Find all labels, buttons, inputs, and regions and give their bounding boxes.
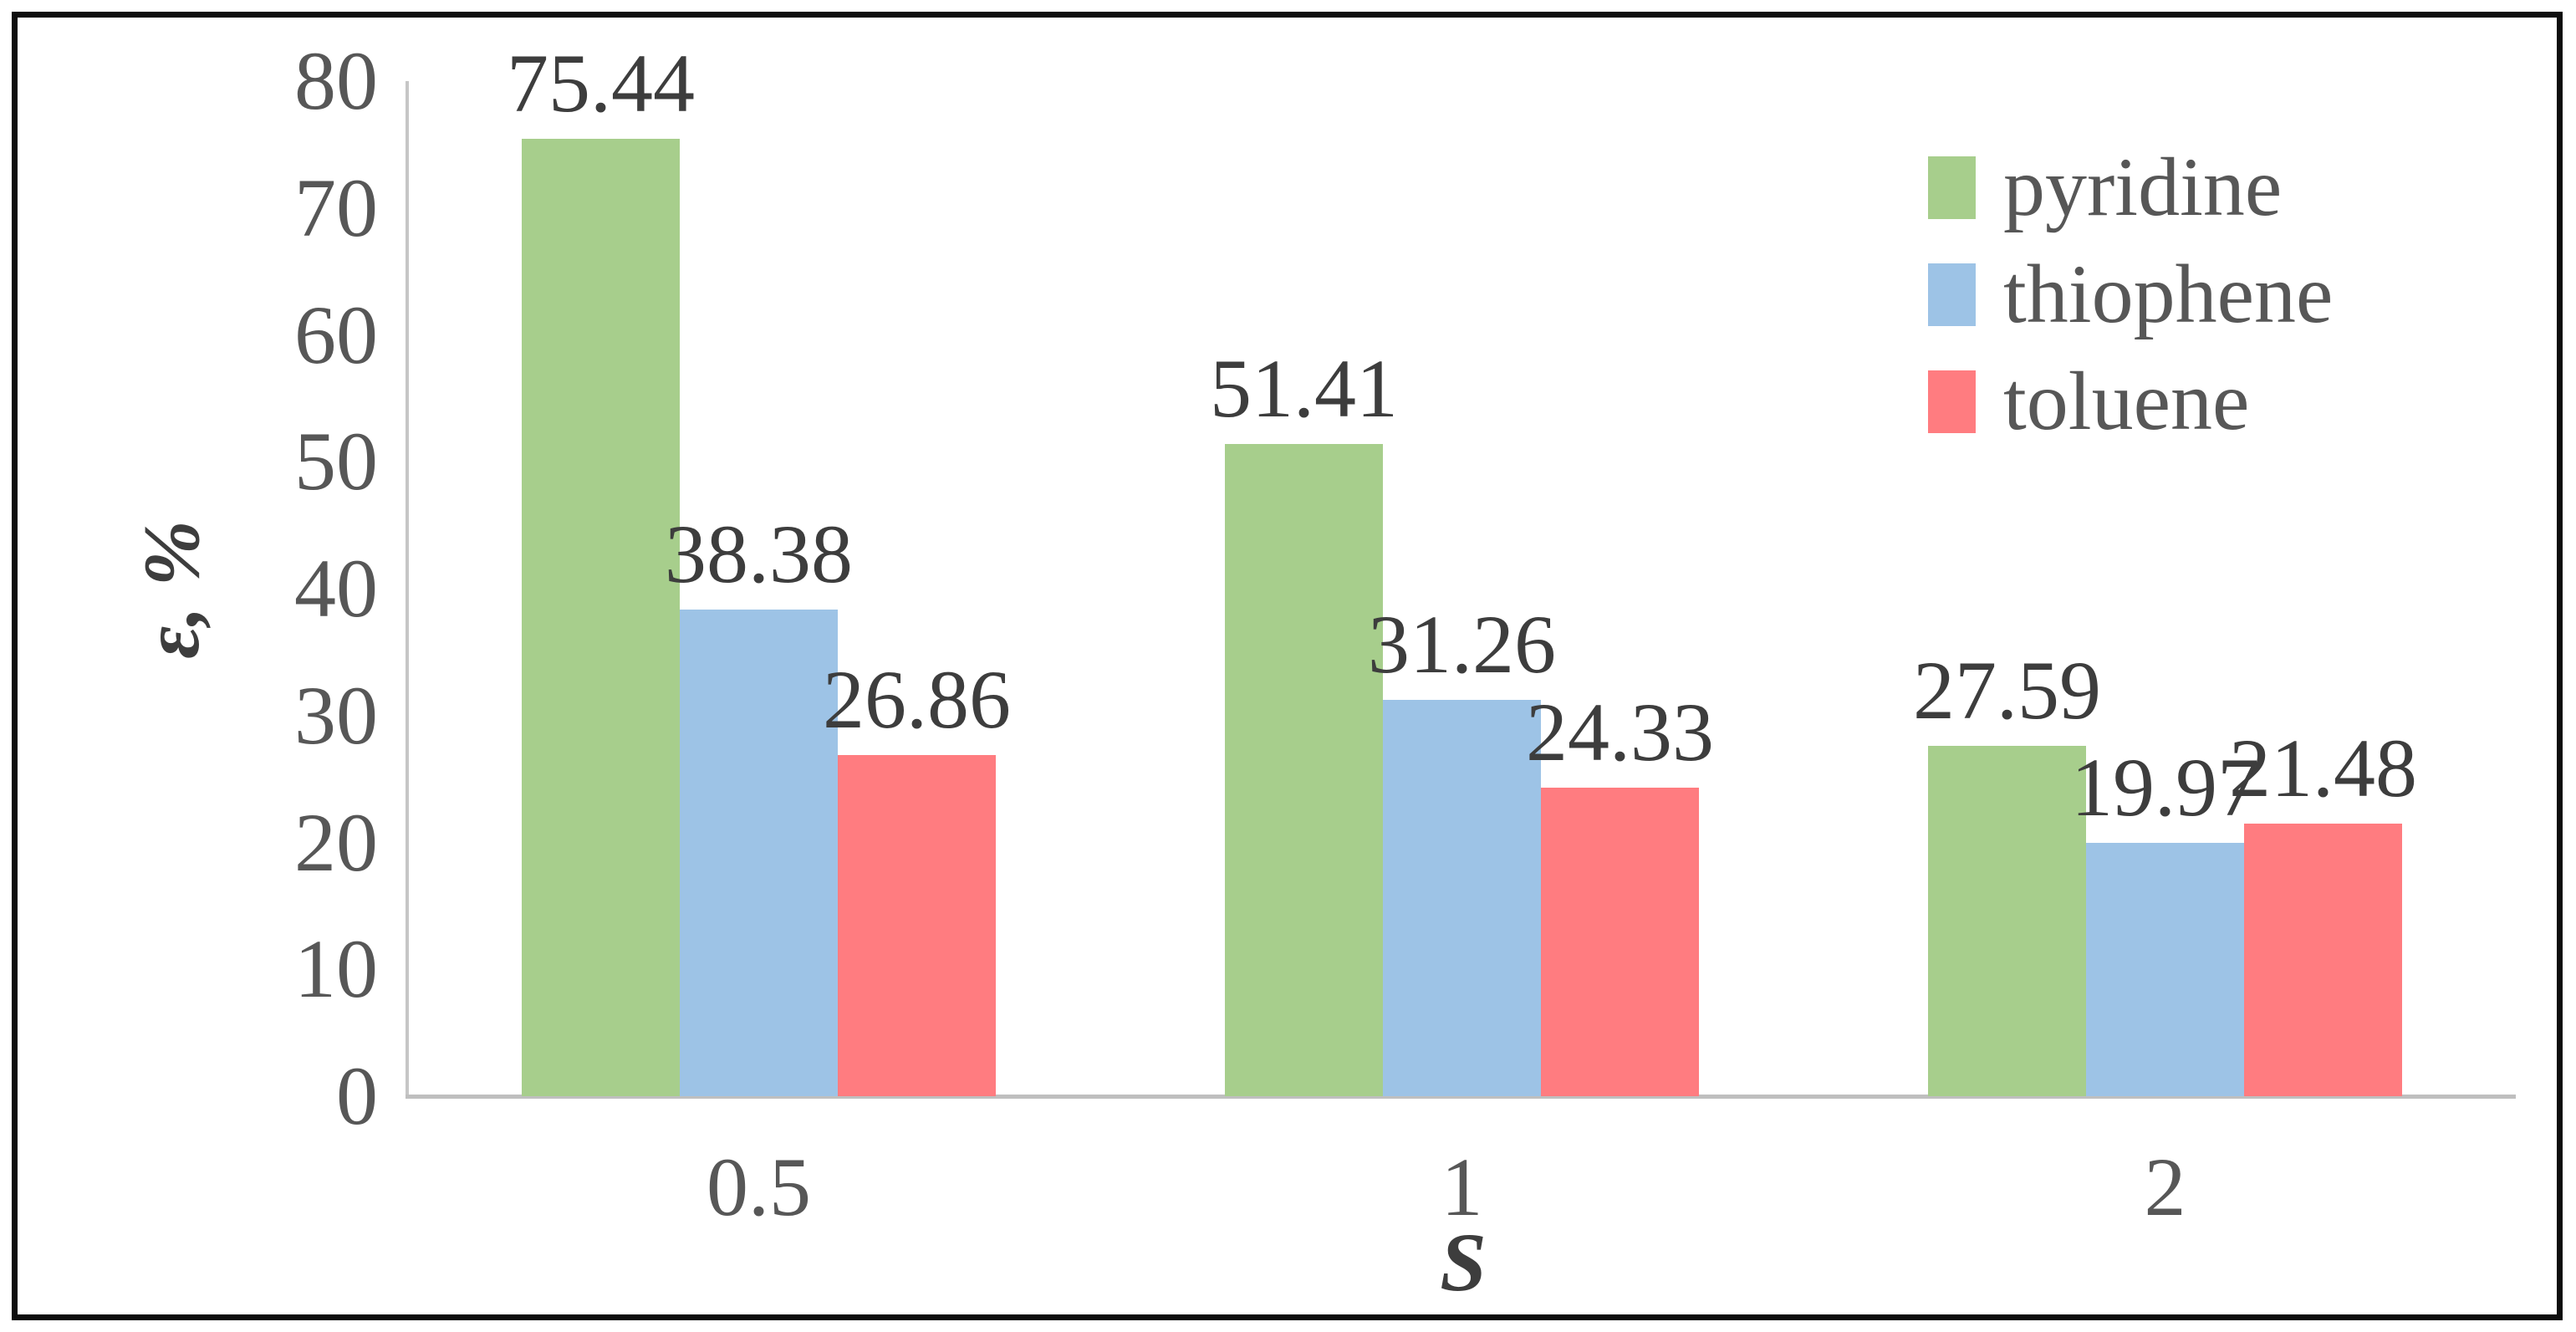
y-tick-label-50: 50: [294, 415, 378, 508]
legend-swatch-thiophene: [1928, 263, 1976, 326]
y-tick-label-80: 80: [294, 34, 378, 127]
bar-thiophene-2: [2086, 842, 2244, 1096]
legend-item-pyridine: pyridine: [1928, 141, 2282, 233]
legend-item-toluene: toluene: [1928, 355, 2249, 447]
y-tick-label-30: 30: [294, 668, 378, 762]
data-label-toluene-1: 24.33: [1526, 685, 1714, 778]
bar-toluene-0.5: [838, 755, 996, 1096]
bar-thiophene-1: [1383, 699, 1541, 1096]
bar-toluene-1: [1541, 787, 1699, 1096]
bar-thiophene-0.5: [680, 609, 838, 1096]
legend-item-thiophene: thiophene: [1928, 248, 2333, 340]
data-label-thiophene-1: 31.26: [1368, 597, 1556, 691]
x-axis-title: S: [1440, 1216, 1487, 1309]
x-tick-label-2: 2: [2144, 1141, 2186, 1233]
y-tick-label-70: 70: [294, 161, 378, 254]
bar-pyridine-0.5: [522, 139, 680, 1096]
data-label-pyridine-0.5: 75.44: [507, 37, 695, 130]
legend-swatch-pyridine: [1928, 156, 1976, 219]
chart-border-frame: [12, 12, 2563, 1320]
x-axis-line: [406, 1095, 2516, 1099]
legend-swatch-toluene: [1928, 370, 1976, 433]
legend-label-thiophene: thiophene: [2003, 248, 2334, 340]
bar-pyridine-2: [1928, 746, 2086, 1096]
data-label-thiophene-2: 19.97: [2071, 740, 2259, 834]
y-tick-label-20: 20: [294, 795, 378, 889]
y-axis-line: [406, 81, 409, 1096]
data-label-toluene-2: 21.48: [2229, 722, 2417, 815]
legend-label-toluene: toluene: [2003, 355, 2250, 447]
data-label-pyridine-2: 27.59: [1913, 644, 2101, 737]
y-tick-label-60: 60: [294, 288, 378, 381]
bar-pyridine-1: [1225, 443, 1383, 1096]
x-tick-label-1: 1: [1441, 1141, 1483, 1233]
data-label-toluene-0.5: 26.86: [823, 653, 1011, 747]
x-tick-label-0.5: 0.5: [706, 1141, 811, 1233]
legend-label-pyridine: pyridine: [2003, 140, 2283, 233]
y-axis-title: ε, %: [127, 520, 216, 659]
y-tick-label-10: 10: [294, 922, 378, 1016]
data-label-thiophene-0.5: 38.38: [665, 507, 853, 600]
bar-toluene-2: [2244, 824, 2402, 1096]
y-tick-label-40: 40: [294, 542, 378, 635]
y-tick-label-0: 0: [336, 1049, 378, 1142]
data-label-pyridine-1: 51.41: [1210, 341, 1398, 435]
